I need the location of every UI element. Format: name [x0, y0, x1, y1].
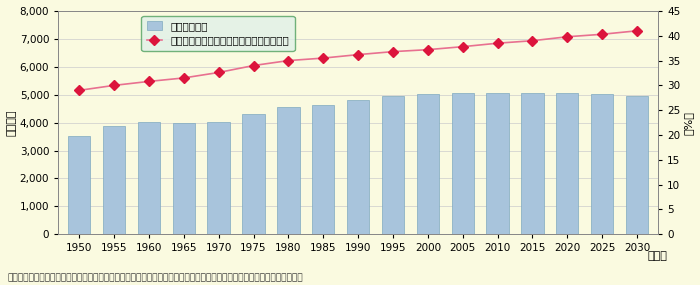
Bar	[486, 93, 509, 234]
Bar	[626, 96, 648, 234]
Bar	[347, 100, 370, 234]
Bar	[242, 114, 265, 234]
Bar	[173, 123, 195, 234]
Bar	[68, 136, 90, 234]
Y-axis label: （%）: （%）	[683, 111, 693, 135]
Legend: 福岡県の人口, 九州ブロックの人口に占める福岡県の割合: 福岡県の人口, 九州ブロックの人口に占める福岡県の割合	[141, 16, 295, 51]
Bar	[312, 105, 335, 234]
Bar	[591, 94, 613, 234]
Text: 資料）総務省「国勢調査」、国立社会保障・人口問題研究所「都道府県の将来推計人口（平成１４年３月推計）」より作成: 資料）総務省「国勢調査」、国立社会保障・人口問題研究所「都道府県の将来推計人口（…	[7, 273, 302, 282]
Bar	[416, 94, 439, 234]
Bar	[103, 126, 125, 234]
Text: （年）: （年）	[648, 251, 667, 261]
Bar	[522, 93, 544, 234]
Bar	[382, 96, 404, 234]
Bar	[452, 93, 474, 234]
Y-axis label: （千人）: （千人）	[7, 109, 17, 136]
Bar	[207, 122, 230, 234]
Bar	[556, 93, 578, 234]
Bar	[138, 123, 160, 234]
Bar	[277, 107, 300, 234]
